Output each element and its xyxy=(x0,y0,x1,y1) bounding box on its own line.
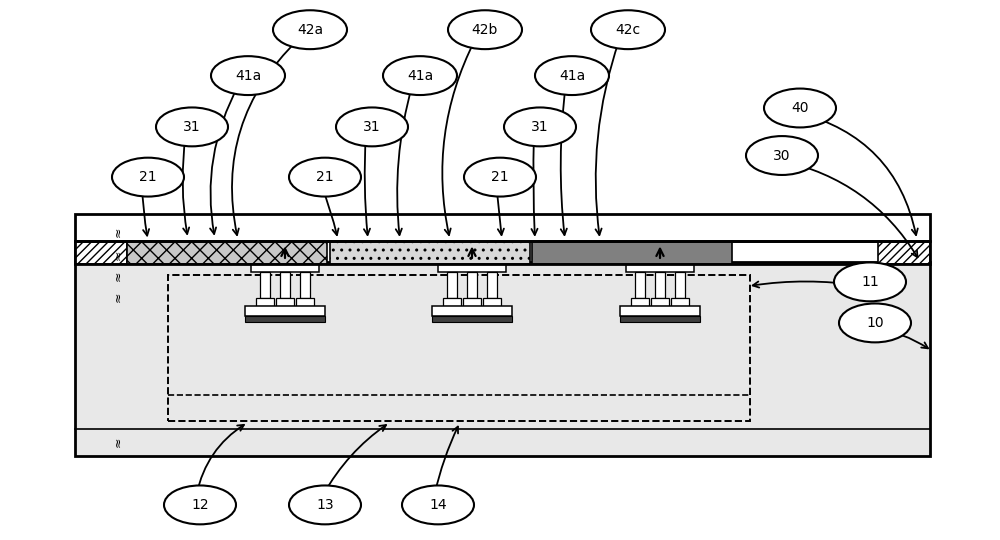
Bar xyxy=(432,316,512,322)
Ellipse shape xyxy=(289,485,361,524)
Ellipse shape xyxy=(464,158,536,197)
Ellipse shape xyxy=(591,10,665,49)
Bar xyxy=(631,298,649,306)
Text: 31: 31 xyxy=(531,120,549,134)
Bar xyxy=(467,272,477,298)
Bar xyxy=(330,241,530,264)
Text: 12: 12 xyxy=(191,498,209,512)
Bar xyxy=(75,241,930,264)
Bar xyxy=(532,241,732,264)
Text: 42a: 42a xyxy=(297,23,323,37)
Bar xyxy=(75,241,127,264)
Bar xyxy=(251,264,319,272)
Bar xyxy=(487,272,497,298)
Bar xyxy=(878,241,930,264)
Text: ≈: ≈ xyxy=(112,292,124,302)
Bar xyxy=(655,272,665,298)
Bar xyxy=(245,316,325,322)
Text: 42c: 42c xyxy=(615,23,641,37)
Bar xyxy=(620,306,700,316)
Bar xyxy=(626,264,694,272)
Ellipse shape xyxy=(156,107,228,146)
Bar xyxy=(127,241,327,264)
Ellipse shape xyxy=(448,10,522,49)
Ellipse shape xyxy=(504,107,576,146)
Bar xyxy=(620,316,700,322)
Text: 21: 21 xyxy=(139,170,157,184)
Bar xyxy=(276,298,294,306)
Ellipse shape xyxy=(383,56,457,95)
Text: 14: 14 xyxy=(429,498,447,512)
Text: 11: 11 xyxy=(861,275,879,289)
Bar xyxy=(260,272,270,298)
Bar xyxy=(463,298,481,306)
Text: 41a: 41a xyxy=(407,69,433,83)
Text: 41a: 41a xyxy=(235,69,261,83)
Bar xyxy=(438,264,506,272)
Ellipse shape xyxy=(746,136,818,175)
Ellipse shape xyxy=(535,56,609,95)
Ellipse shape xyxy=(289,158,361,197)
Text: ≈: ≈ xyxy=(112,249,124,260)
Text: 21: 21 xyxy=(316,170,334,184)
Text: 31: 31 xyxy=(363,120,381,134)
Bar xyxy=(675,272,685,298)
Bar xyxy=(483,298,501,306)
Text: 13: 13 xyxy=(316,498,334,512)
Ellipse shape xyxy=(839,303,911,342)
Text: 21: 21 xyxy=(491,170,509,184)
Bar xyxy=(168,275,750,421)
Ellipse shape xyxy=(211,56,285,95)
Bar xyxy=(75,262,930,456)
Bar xyxy=(651,298,669,306)
Text: ≈: ≈ xyxy=(112,436,124,447)
Text: ≈: ≈ xyxy=(112,270,124,281)
Text: ≈: ≈ xyxy=(112,227,124,238)
Bar xyxy=(447,272,457,298)
Bar xyxy=(300,272,310,298)
Bar xyxy=(443,298,461,306)
Bar xyxy=(671,298,689,306)
Text: 40: 40 xyxy=(791,101,809,115)
Ellipse shape xyxy=(336,107,408,146)
Text: 31: 31 xyxy=(183,120,201,134)
Bar xyxy=(75,214,930,241)
Ellipse shape xyxy=(834,262,906,301)
Ellipse shape xyxy=(402,485,474,524)
Text: 41a: 41a xyxy=(559,69,585,83)
Ellipse shape xyxy=(112,158,184,197)
Ellipse shape xyxy=(273,10,347,49)
Bar xyxy=(256,298,274,306)
Bar xyxy=(296,298,314,306)
Text: 10: 10 xyxy=(866,316,884,330)
Ellipse shape xyxy=(764,89,836,127)
Bar xyxy=(245,306,325,316)
Ellipse shape xyxy=(164,485,236,524)
Bar xyxy=(635,272,645,298)
Text: 42b: 42b xyxy=(472,23,498,37)
Bar xyxy=(432,306,512,316)
Text: 30: 30 xyxy=(773,148,791,163)
Bar xyxy=(280,272,290,298)
